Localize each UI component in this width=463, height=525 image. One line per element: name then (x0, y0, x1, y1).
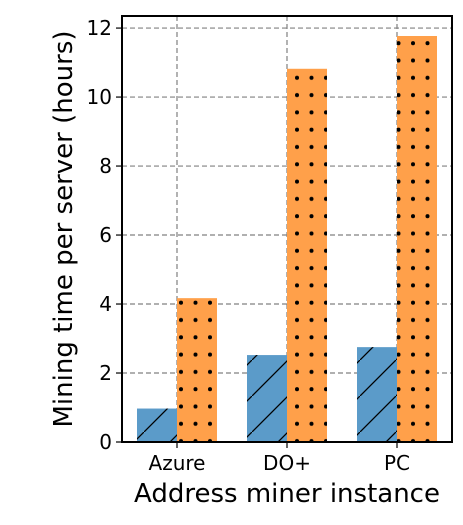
bar-hatch (357, 347, 397, 442)
y-tick-label: 10 (87, 85, 112, 109)
x-tick-label: PC (384, 451, 410, 475)
y-tick-label: 12 (87, 16, 112, 40)
bar-hatch (247, 355, 287, 442)
y-tick-label: 0 (99, 430, 112, 454)
x-axis-label: Address miner instance (134, 479, 440, 509)
bar-hatch (397, 36, 437, 443)
bars (137, 36, 437, 443)
bar-hatch (137, 408, 177, 442)
x-axis: Azure DO+ PC (149, 442, 410, 475)
y-tick-label: 6 (99, 223, 112, 247)
y-tick-label: 2 (99, 361, 112, 385)
y-tick-label: 4 (99, 292, 112, 316)
bar-hatch (287, 68, 327, 443)
y-axis: 0 2 4 6 8 10 12 (87, 16, 122, 454)
y-tick-label: 8 (99, 154, 112, 178)
y-axis-label: Mining time per server (hours) (49, 30, 79, 427)
x-tick-label: Azure (149, 451, 206, 475)
x-tick-label: DO+ (263, 451, 311, 475)
bar-hatch (177, 298, 217, 442)
